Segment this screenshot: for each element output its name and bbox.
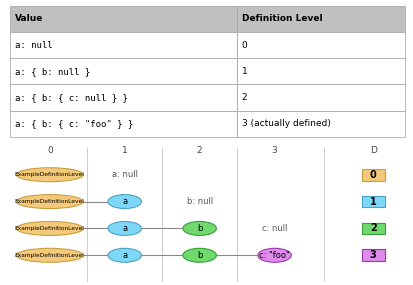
Text: Value: Value [15, 14, 43, 23]
Ellipse shape [183, 221, 216, 235]
FancyBboxPatch shape [362, 249, 385, 261]
Text: 1: 1 [242, 67, 248, 76]
FancyBboxPatch shape [237, 6, 405, 32]
Ellipse shape [108, 195, 142, 209]
Ellipse shape [108, 248, 142, 262]
Text: c: null: c: null [262, 224, 287, 233]
Text: 1: 1 [370, 197, 377, 207]
Text: a: a [122, 197, 127, 206]
FancyBboxPatch shape [237, 58, 405, 84]
Text: a: a [122, 224, 127, 233]
FancyBboxPatch shape [10, 32, 237, 58]
Text: 3: 3 [370, 250, 377, 260]
Text: b: b [197, 224, 202, 233]
Text: a: { b: { c: null } }: a: { b: { c: null } } [15, 93, 128, 102]
FancyBboxPatch shape [10, 6, 237, 32]
Text: 0: 0 [370, 170, 377, 180]
Text: a: { b: { c: "foo" } }: a: { b: { c: "foo" } } [15, 119, 133, 128]
Text: 3: 3 [272, 146, 278, 155]
FancyBboxPatch shape [10, 111, 237, 137]
Text: 2: 2 [242, 93, 247, 102]
FancyBboxPatch shape [10, 58, 237, 84]
Text: ExampleDefinitionLevel: ExampleDefinitionLevel [15, 199, 85, 204]
Text: Definition Level: Definition Level [242, 14, 323, 23]
FancyBboxPatch shape [362, 223, 385, 234]
FancyBboxPatch shape [362, 169, 385, 181]
FancyBboxPatch shape [237, 32, 405, 58]
Text: 0: 0 [242, 40, 248, 50]
Text: b: b [197, 251, 202, 260]
Ellipse shape [16, 248, 83, 262]
Ellipse shape [108, 221, 142, 235]
Text: 2: 2 [370, 223, 377, 233]
Text: ExampleDefinitionLevel: ExampleDefinitionLevel [15, 253, 85, 258]
FancyBboxPatch shape [237, 84, 405, 111]
Text: 2: 2 [197, 146, 202, 155]
Text: 1: 1 [122, 146, 128, 155]
Text: a: null: a: null [15, 40, 53, 50]
Text: 3 (actually defined): 3 (actually defined) [242, 119, 331, 128]
Text: 0: 0 [47, 146, 52, 155]
Text: c: "foo": c: "foo" [259, 251, 290, 260]
Text: D: D [370, 146, 377, 155]
Text: ExampleDefinitionLevel: ExampleDefinitionLevel [15, 172, 85, 177]
Text: a: null: a: null [112, 170, 138, 179]
FancyBboxPatch shape [237, 111, 405, 137]
Text: a: a [122, 251, 127, 260]
Ellipse shape [258, 248, 291, 262]
FancyBboxPatch shape [362, 196, 385, 207]
Ellipse shape [183, 248, 216, 262]
Ellipse shape [16, 195, 83, 209]
Ellipse shape [16, 168, 83, 182]
Text: ExampleDefinitionLevel: ExampleDefinitionLevel [15, 226, 85, 231]
Ellipse shape [16, 221, 83, 235]
Text: b: null: b: null [187, 197, 213, 206]
FancyBboxPatch shape [10, 84, 237, 111]
Text: a: { b: null }: a: { b: null } [15, 67, 90, 76]
